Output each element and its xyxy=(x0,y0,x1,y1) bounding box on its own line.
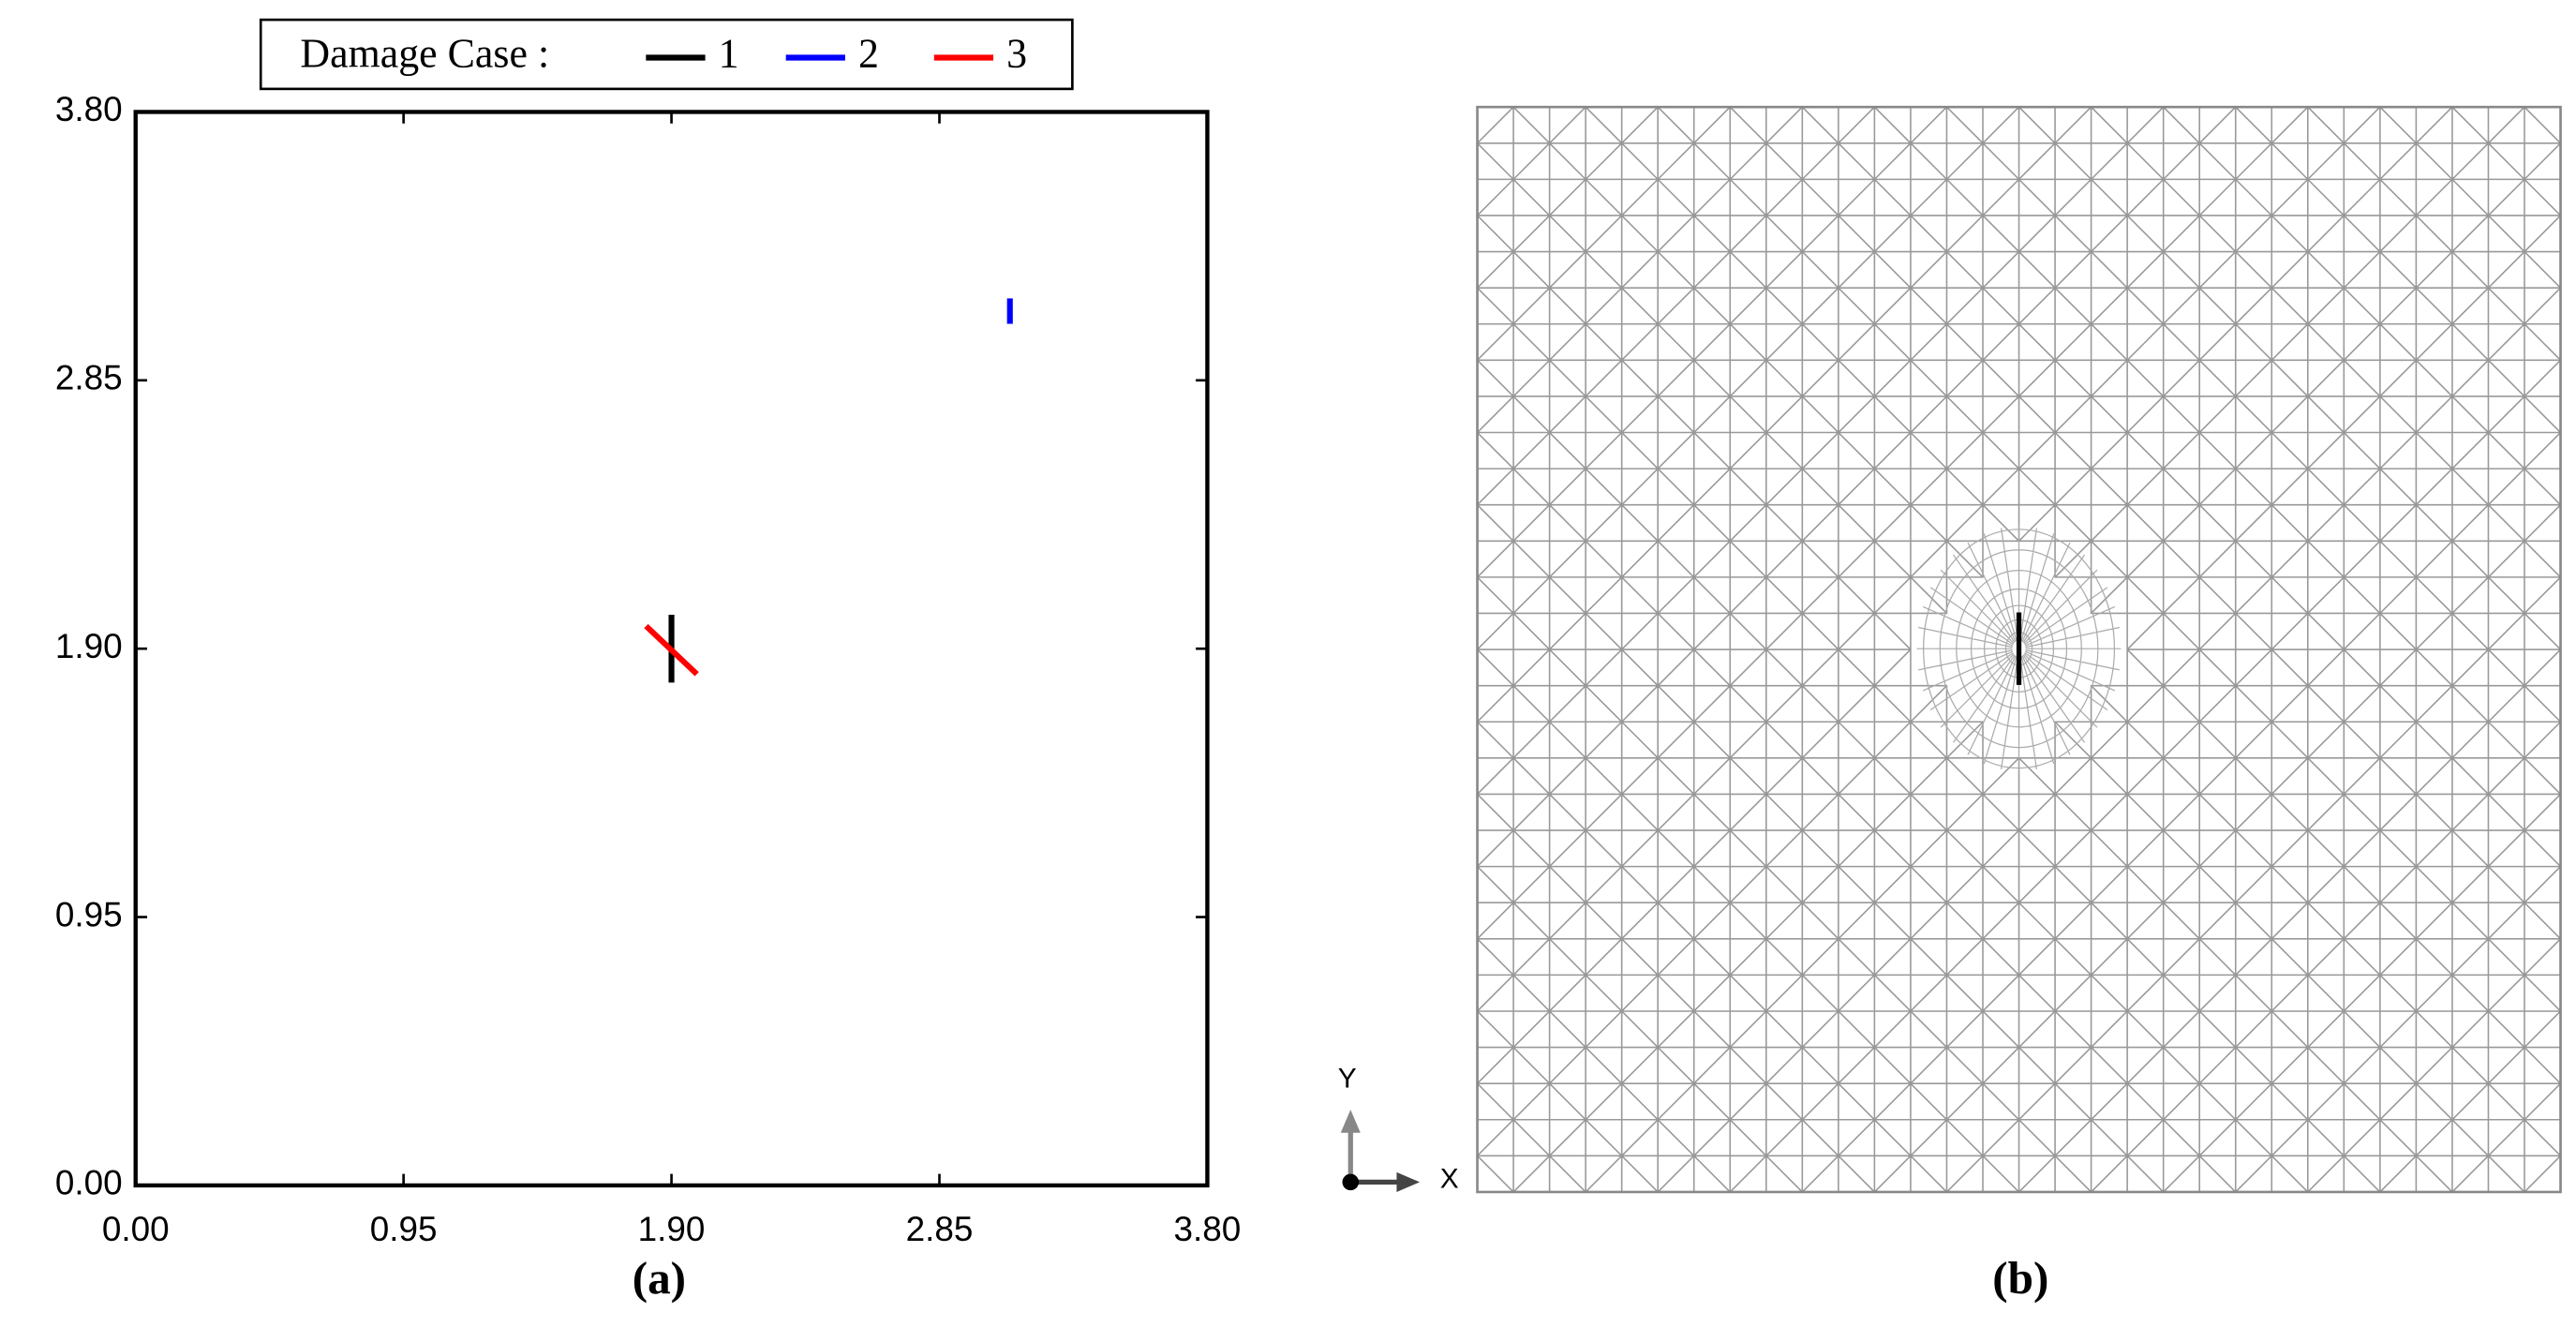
panel-label: (a) xyxy=(633,1252,686,1304)
legend-label: 2 xyxy=(858,31,879,77)
x-tick-label: 0.95 xyxy=(370,1210,438,1248)
damage-segment xyxy=(644,623,699,677)
legend-label: 1 xyxy=(719,31,739,77)
mesh-border xyxy=(1476,105,2562,1194)
axis-triad xyxy=(1340,1110,1421,1192)
panel-label: (b) xyxy=(1992,1252,2048,1304)
y-tick-label: 1.90 xyxy=(55,627,123,665)
mesh-x-label: X xyxy=(1440,1164,1459,1195)
legend-box xyxy=(259,18,1074,91)
mesh xyxy=(1476,106,2562,1193)
y-tick-label: 0.00 xyxy=(55,1164,123,1202)
mesh-y-label: Y xyxy=(1338,1063,1357,1094)
mesh-refined xyxy=(1916,526,2122,771)
y-tick-label: 0.95 xyxy=(55,895,123,933)
legend-title: Damage Case : xyxy=(300,31,549,77)
x-tick-label: 1.90 xyxy=(638,1210,706,1248)
x-tick-label: 0.00 xyxy=(102,1210,170,1248)
legend-label: 3 xyxy=(1006,31,1027,77)
y-tick-label: 3.80 xyxy=(55,90,123,128)
y-tick-label: 2.85 xyxy=(55,359,123,397)
x-tick-label: 3.80 xyxy=(1174,1210,1242,1248)
x-tick-label: 2.85 xyxy=(906,1210,974,1248)
mesh-lines xyxy=(1476,106,2562,1193)
